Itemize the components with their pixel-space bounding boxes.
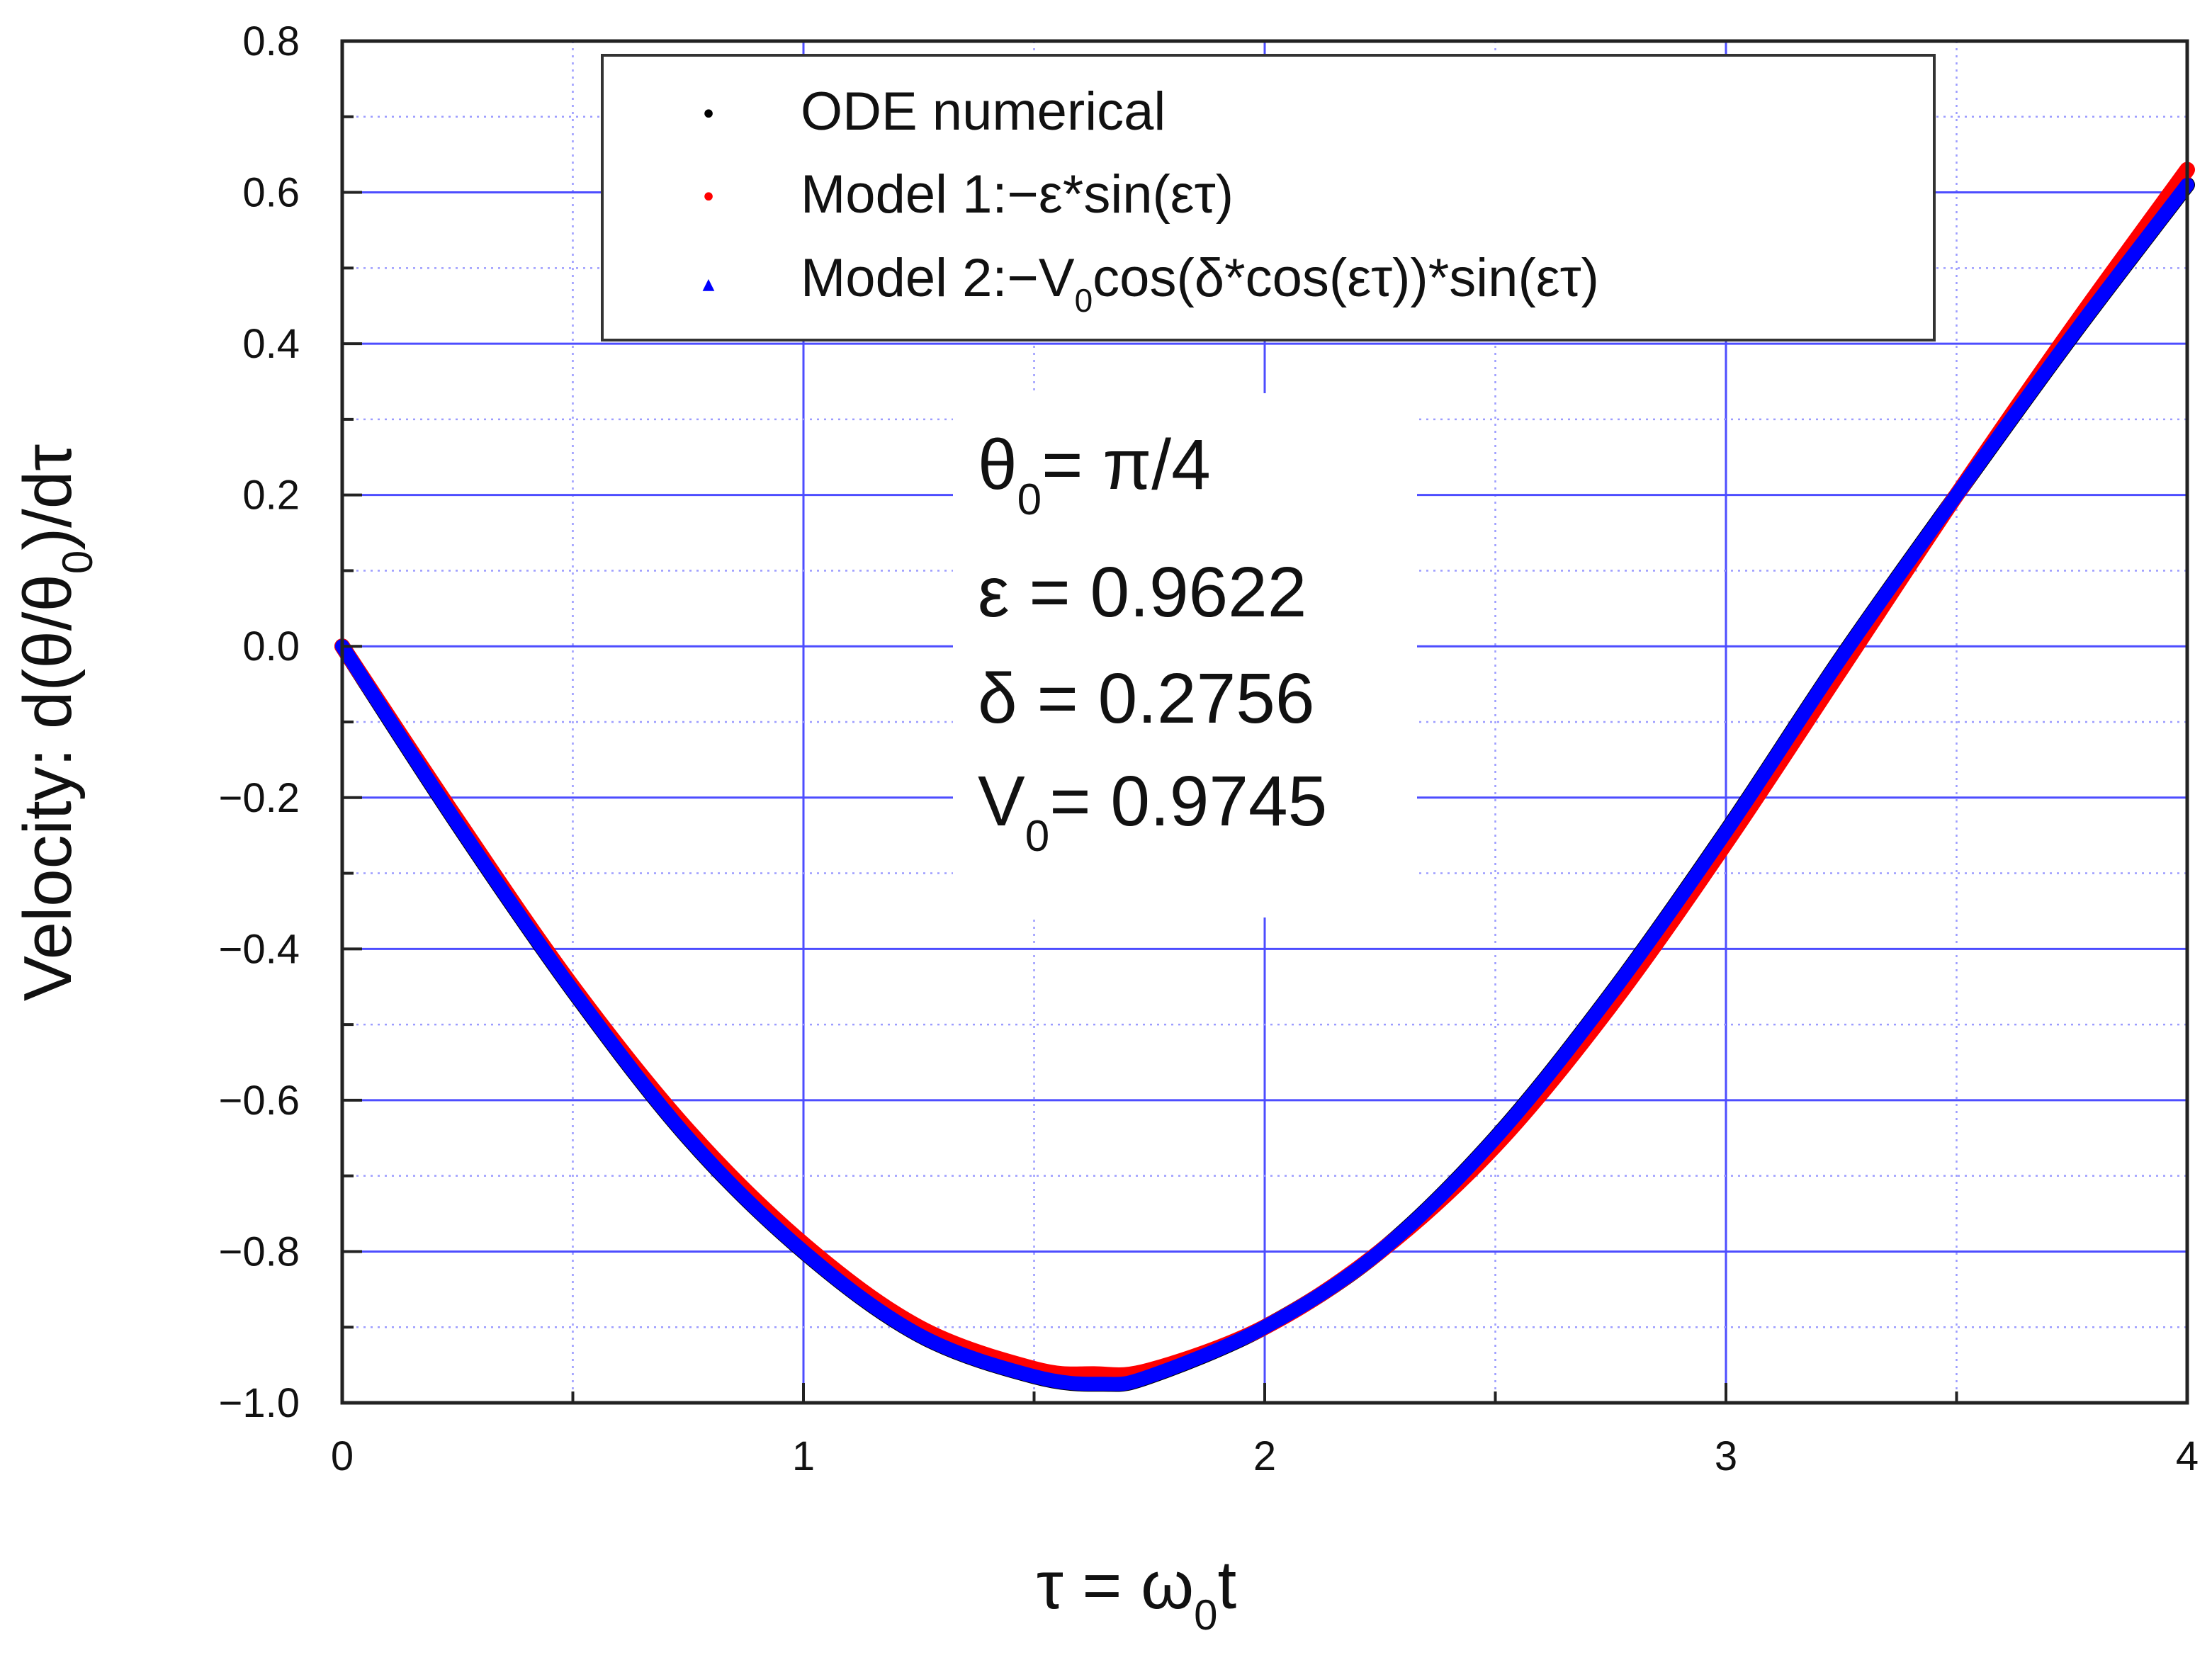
y-tick-label: −0.4 (219, 926, 300, 972)
annotation-delta: δ = 0.2756 (978, 659, 1315, 738)
legend-box (601, 54, 1936, 341)
y-tick-label: −1.0 (219, 1380, 300, 1426)
legend-label-ode: ODE numerical (801, 81, 1166, 142)
x-tick-label: 1 (792, 1433, 815, 1479)
y-tick-label: 0.6 (242, 170, 300, 216)
annotation-background (953, 393, 1417, 917)
y-tick-label: −0.6 (219, 1078, 300, 1124)
x-tick-label: 2 (1253, 1433, 1276, 1479)
y-tick-label: 0.4 (242, 321, 300, 367)
x-tick-label: 3 (1715, 1433, 1737, 1479)
annotation-v0-tail: = 0.9745 (1049, 762, 1327, 841)
x-axis-title-tail: t (1217, 1547, 1236, 1623)
parameter-annotation: θ0= π/4 ε = 0.9622 δ = 0.2756 V0= 0.9745 (953, 393, 1417, 917)
x-tick-label: 4 (2176, 1433, 2199, 1479)
x-axis-title: τ = ω0t (1037, 1547, 1236, 1639)
y-tick-label: −0.2 (219, 775, 300, 821)
y-tick-label: 0.8 (242, 18, 300, 64)
legend-marker-model2: ▲ (703, 276, 715, 293)
series-lines (334, 162, 2195, 1392)
series-line-model2 (335, 177, 2194, 1391)
y-tick-label: 0.2 (242, 473, 300, 519)
legend-label-model2-tail: cos(δ*cos(ετ))*sin(ετ) (1093, 248, 1599, 308)
annotation-v0: V0= 0.9745 (978, 762, 1327, 861)
y-tick-label: −0.8 (219, 1229, 300, 1275)
annotation-theta0-sub: 0 (1017, 475, 1042, 524)
annotation-v0-sub: 0 (1025, 812, 1049, 861)
legend-marker-model1: • (700, 181, 717, 214)
annotation-theta0: θ0= π/4 (978, 425, 1211, 524)
x-axis-title-sub: 0 (1194, 1591, 1217, 1639)
legend: • ODE numerical • Model 1:−ε*sin(ετ) ▲ M… (601, 54, 1936, 341)
y-axis-title-sub: 0 (54, 550, 101, 574)
legend-label-model1: Model 1:−ε*sin(ετ) (801, 164, 1234, 225)
legend-label-model2-sub: 0 (1075, 282, 1093, 319)
legend-label-model2: Model 2:−V0cos(δ*cos(ετ))*sin(ετ) (801, 248, 1599, 319)
x-tick-label: 0 (331, 1433, 354, 1479)
annotation-v0-main: V (978, 762, 1025, 841)
x-axis-title-main: τ = ω (1037, 1547, 1194, 1623)
axis-ticks: 0 1 2 3 4 0.8 0.6 0.4 0.2 0.0 −0.2 −0.4 −0.6 −0.8 −1.0 (219, 18, 2199, 1479)
y-axis-title-main: Velocity: d(θ/θ (10, 574, 86, 1001)
y-axis-title-tail: )/dτ (10, 444, 86, 550)
legend-marker-ode: • (700, 98, 717, 131)
legend-label-model2-main: Model 2:−V (801, 248, 1075, 308)
annotation-theta0-main: θ (978, 425, 1017, 504)
annotation-epsilon: ε = 0.9622 (978, 553, 1307, 632)
y-tick-label: 0.0 (242, 623, 300, 670)
y-axis-title: Velocity: d(θ/θ0)/dτ (10, 444, 101, 1001)
annotation-theta0-tail: = π/4 (1042, 425, 1211, 504)
